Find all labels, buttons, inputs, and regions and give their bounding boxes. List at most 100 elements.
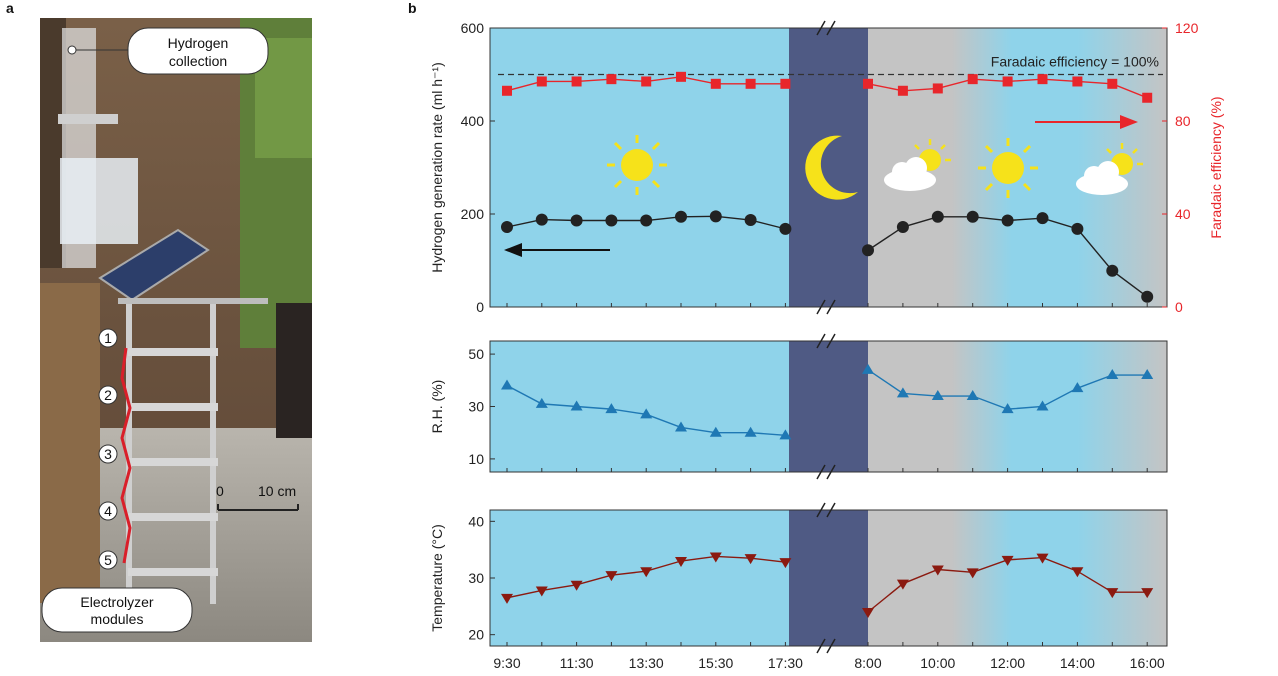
series-0-1-day2-point-6 [1072, 76, 1083, 87]
series-0-1-day1-point-2 [571, 76, 582, 87]
axis-break [816, 502, 826, 518]
series-1-0-day1-point-5 [675, 421, 687, 432]
axis-break [816, 299, 826, 315]
series-1-0-day1-point-0 [501, 379, 513, 390]
series-0-1-day2-point-4 [1002, 76, 1013, 87]
series-0-1-day1-point-0 [502, 85, 512, 96]
electrolyzer-modules-callout: Electrolyzer modules [41, 587, 193, 633]
axis-break [826, 464, 836, 480]
axis-break [826, 299, 836, 315]
series-1-0-day1-point-4 [640, 408, 653, 419]
module-number-5: 5 [98, 550, 118, 570]
series-0-0-day1-point-3 [605, 214, 618, 227]
scale-length: 10 cm [258, 483, 296, 499]
x-tick-label: 10:00 [920, 655, 955, 671]
y-axis-label: Hydrogen generation rate (ml h⁻¹) [429, 62, 445, 273]
y-right-axis-label: Faradaic efficiency (%) [1208, 96, 1224, 238]
svg-text:4: 4 [104, 503, 112, 519]
series-2-0-day1-point-2 [570, 580, 583, 591]
series-2-0-day1-point-1 [535, 586, 548, 597]
series-1-0-day2-point-1 [896, 387, 909, 398]
series-0-0-day2-point-0 [862, 244, 874, 257]
series-2-0-day2-point-1 [896, 579, 909, 590]
series-1-0-day1-point-7 [744, 426, 757, 437]
series-0-0-day1-point-6 [709, 210, 722, 223]
svg-text:3: 3 [104, 446, 112, 462]
series-0-1-day1-point-8 [780, 78, 791, 89]
series-2-0-day2-point-4 [1001, 555, 1014, 566]
moon-icon [805, 135, 858, 200]
series-0-1-day1-point-1 [536, 76, 547, 87]
y-right-tick-label: 0 [1175, 299, 1183, 315]
series-0-0-day2-point-7 [1106, 264, 1119, 277]
electrolyzer-photo: 1 2 3 4 5 0 10 cm Hydrogen collection El… [40, 18, 312, 642]
scale-bar: 0 10 cm [216, 483, 299, 511]
series-2-0-day1-point-7 [744, 554, 757, 565]
hydrogen-collection-callout: Hydrogen collection [67, 27, 269, 75]
series-2-0-day2-point-5 [1036, 553, 1049, 564]
series-0-1-day2-point-2 [932, 83, 943, 94]
svg-text:Hydrogen: Hydrogen [168, 35, 229, 51]
series-2-0-day2-point-7 [1106, 588, 1119, 599]
series-0-1-day2-point-7 [1107, 78, 1118, 89]
cloud-sun-icon [884, 139, 951, 191]
series-1-0-day2-point-5 [1036, 400, 1049, 411]
x-tick-label: 14:00 [1060, 655, 1095, 671]
series-0-0-day1-point-2 [570, 214, 583, 227]
series-1-0-day1-point-8 [779, 429, 792, 440]
axis-break [816, 464, 826, 480]
y-tick-label: 400 [461, 113, 485, 129]
y-tick-label: 600 [461, 20, 485, 36]
day2-background [868, 510, 1167, 646]
svg-text:1: 1 [104, 330, 112, 346]
svg-text:Electrolyzer: Electrolyzer [80, 594, 153, 610]
x-tick-label: 13:30 [629, 655, 664, 671]
y-right-tick-label: 80 [1175, 113, 1191, 129]
series-2-0-day1-point-3 [605, 571, 618, 582]
module-number-2: 2 [98, 385, 118, 405]
panel-b-label: b [408, 0, 417, 16]
series-0-1-day2-point-5 [1037, 74, 1048, 85]
series-0-0-day2-point-6 [1071, 222, 1084, 235]
y-tick-label: 0 [476, 299, 484, 315]
x-tick-label: 17:30 [768, 655, 803, 671]
module-number-4: 4 [98, 501, 118, 521]
day2-background [868, 341, 1167, 472]
series-2-0-day1-point-8 [779, 558, 792, 569]
svg-text:5: 5 [104, 552, 112, 568]
y-tick-label: 20 [468, 627, 484, 643]
series-1-0-day2-point-0 [862, 363, 874, 374]
series-0-1-day2-point-1 [897, 85, 908, 96]
series-0-0-day1-point-5 [675, 210, 687, 223]
series-0-0-day1-point-7 [744, 214, 757, 227]
series-1-0-day1-point-6 [709, 426, 722, 437]
x-tick-label: 9:30 [493, 655, 520, 671]
svg-text:collection: collection [169, 53, 227, 69]
series-1-0-day1-point-2 [570, 400, 583, 411]
y-right-tick-label: 40 [1175, 206, 1191, 222]
x-tick-label: 16:00 [1130, 655, 1165, 671]
series-0-0-day1-point-1 [535, 213, 548, 226]
series-0-0-day2-point-8 [1141, 290, 1154, 303]
y-tick-label: 30 [468, 399, 484, 415]
series-0-0-day2-point-5 [1036, 212, 1049, 225]
axis-break [816, 333, 826, 349]
scale-zero: 0 [216, 483, 224, 499]
module-number-3: 3 [98, 444, 118, 464]
series-1-0-day2-point-4 [1001, 403, 1014, 414]
series-0-1-day2-point-8 [1142, 92, 1153, 103]
series-2-0-day1-point-5 [675, 557, 687, 567]
series-0-0-day2-point-3 [966, 210, 979, 223]
x-tick-label: 15:30 [698, 655, 733, 671]
series-0-0-day1-point-4 [640, 214, 653, 227]
x-tick-label: 12:00 [990, 655, 1025, 671]
x-tick-label: 11:30 [560, 655, 594, 671]
y-axis-label: R.H. (%) [429, 380, 445, 434]
axis-break [816, 20, 826, 36]
series-2-0-day1-point-6 [709, 552, 722, 563]
series-0-0-day2-point-4 [1001, 214, 1014, 227]
series-1-0-day2-point-7 [1106, 369, 1119, 380]
series-0-1-day2-point-0 [863, 78, 873, 89]
series-0-0-day2-point-1 [896, 221, 909, 234]
